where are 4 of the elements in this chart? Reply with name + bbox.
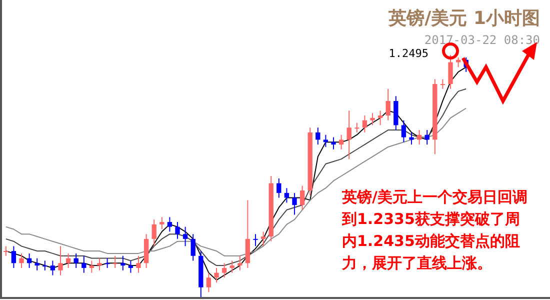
chart-title: 英镑/美元 1小时图 <box>388 8 540 29</box>
annotation: 1.2495 <box>388 47 428 60</box>
chart-subtitle: 2017-03-22 08:30 <box>424 33 540 47</box>
annotation: 英镑/美元上一个交易日回调到1.2335获支撑突破了周内1.2435动能交替点的阻力，展开了直线上涨。 <box>342 187 528 274</box>
